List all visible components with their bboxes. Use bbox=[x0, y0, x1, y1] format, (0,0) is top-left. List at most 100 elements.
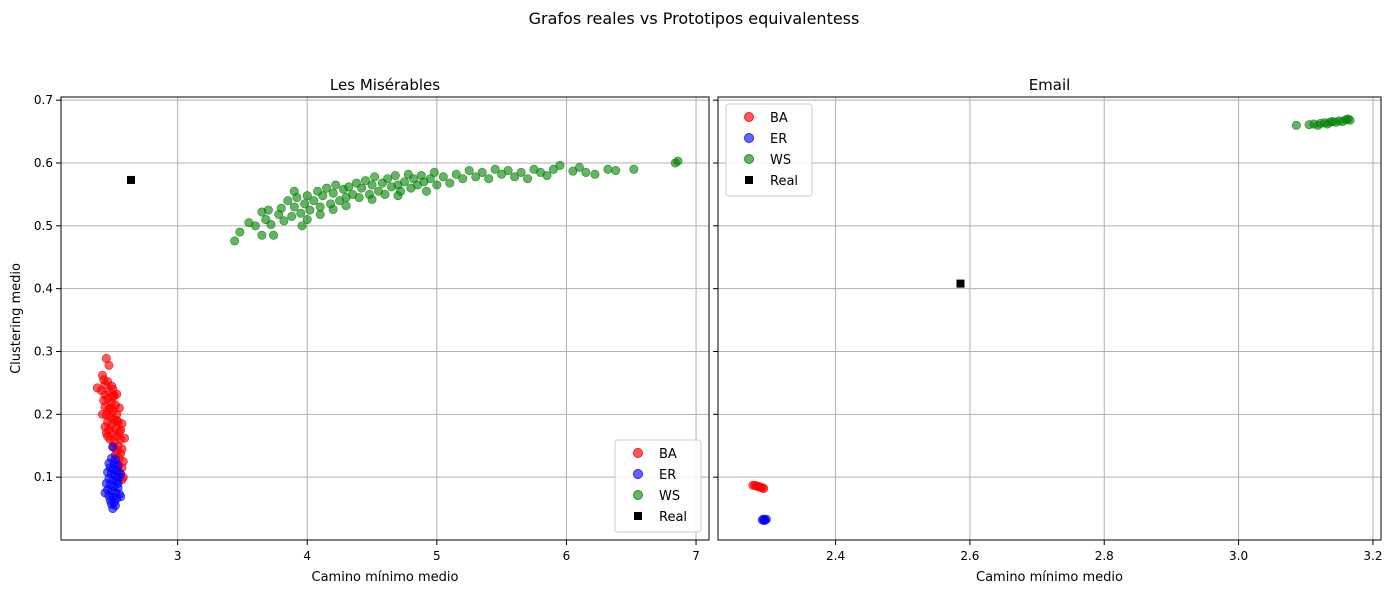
data-point bbox=[116, 469, 126, 479]
data-point bbox=[104, 360, 114, 370]
chart-title: Les Misérables bbox=[330, 76, 440, 94]
x-tick-label: 6 bbox=[563, 549, 571, 563]
legend-marker bbox=[633, 469, 643, 479]
x-axis-label: Camino mínimo medio bbox=[312, 570, 459, 585]
data-point bbox=[421, 186, 431, 196]
data-point bbox=[300, 199, 310, 209]
data-point bbox=[309, 196, 319, 206]
data-point bbox=[100, 422, 110, 432]
legend-marker bbox=[634, 512, 642, 520]
data-point bbox=[361, 176, 371, 186]
data-point bbox=[116, 425, 126, 435]
y-tick-label: 0.7 bbox=[34, 93, 53, 107]
x-tick-label: 2.6 bbox=[960, 549, 979, 563]
legend: BA ER WS Real bbox=[725, 103, 813, 197]
x-axis-label: Camino mínimo medio bbox=[976, 570, 1123, 585]
legend-box bbox=[614, 439, 702, 533]
data-point bbox=[302, 215, 312, 225]
legend-marker bbox=[744, 112, 754, 122]
y-tick-label: 0.6 bbox=[34, 156, 53, 170]
data-point bbox=[297, 221, 307, 231]
data-point bbox=[629, 164, 639, 174]
data-point bbox=[315, 202, 325, 212]
data-point bbox=[429, 167, 439, 177]
chart-les-miserables: 3 4 5 6 7 0.1 0.2 0.3 0.4 0.5 0.6 0.7 Les Misérables… bbox=[9, 76, 710, 585]
data-point bbox=[257, 230, 267, 240]
data-point bbox=[100, 488, 110, 498]
series-er bbox=[100, 442, 126, 514]
legend-marker bbox=[745, 176, 753, 184]
data-point bbox=[458, 174, 468, 184]
series-er bbox=[757, 514, 771, 526]
data-point bbox=[269, 230, 279, 240]
data-point bbox=[367, 180, 377, 190]
data-point bbox=[109, 390, 119, 400]
data-point bbox=[357, 183, 367, 193]
data-point bbox=[603, 164, 613, 174]
x-tick-label: 5 bbox=[433, 549, 441, 563]
y-tick-label: 0.4 bbox=[34, 282, 53, 296]
data-point bbox=[464, 166, 474, 176]
data-point bbox=[287, 211, 297, 221]
legend-label: WS bbox=[659, 489, 680, 504]
legend-box bbox=[725, 103, 813, 197]
data-point bbox=[120, 433, 130, 443]
data-point bbox=[302, 191, 312, 201]
data-point bbox=[113, 478, 123, 488]
data-point bbox=[328, 204, 338, 214]
x-tick-label: 3 bbox=[174, 549, 182, 563]
data-point bbox=[445, 178, 455, 188]
data-point bbox=[331, 180, 341, 190]
data-point bbox=[126, 175, 135, 184]
data-point bbox=[354, 193, 364, 203]
legend-label: Real bbox=[659, 510, 687, 525]
data-point bbox=[516, 167, 526, 177]
data-point bbox=[370, 172, 380, 182]
data-point bbox=[503, 166, 513, 176]
data-point bbox=[328, 188, 338, 198]
data-point bbox=[112, 416, 122, 426]
data-point bbox=[510, 172, 520, 182]
data-point bbox=[484, 174, 494, 184]
data-point bbox=[451, 169, 461, 179]
data-point bbox=[393, 191, 403, 201]
series-ba bbox=[748, 480, 769, 493]
data-point bbox=[754, 482, 764, 492]
x-tick-label: 4 bbox=[303, 549, 311, 563]
data-point bbox=[1345, 115, 1355, 125]
data-point bbox=[523, 174, 533, 184]
data-point bbox=[289, 202, 299, 212]
y-tick-label: 0.3 bbox=[34, 344, 53, 358]
data-point bbox=[107, 381, 117, 391]
data-point bbox=[380, 189, 390, 199]
data-point bbox=[108, 442, 118, 452]
plot-frame bbox=[717, 96, 1382, 541]
data-point bbox=[432, 180, 442, 190]
x-tick-label: 2.4 bbox=[826, 549, 845, 563]
data-point bbox=[477, 167, 487, 177]
data-point bbox=[250, 221, 260, 231]
data-point bbox=[230, 236, 240, 246]
series-ws bbox=[1291, 114, 1355, 130]
data-point bbox=[266, 220, 276, 230]
data-point bbox=[305, 205, 315, 215]
data-point bbox=[555, 160, 565, 170]
data-point bbox=[471, 172, 481, 182]
plot-frame bbox=[60, 96, 710, 541]
data-point bbox=[105, 403, 115, 413]
y-axis-label: Clustering medio bbox=[9, 263, 24, 374]
data-point bbox=[315, 210, 325, 220]
data-point bbox=[235, 227, 245, 237]
data-point bbox=[276, 203, 286, 213]
series-ws bbox=[230, 156, 683, 246]
legend-label: ER bbox=[770, 132, 787, 147]
x-tick-label: 7 bbox=[692, 549, 700, 563]
x-tick-label: 3.0 bbox=[1229, 549, 1248, 563]
data-point bbox=[383, 174, 393, 184]
series-real bbox=[126, 175, 135, 184]
data-point bbox=[1291, 120, 1301, 130]
legend-label: WS bbox=[770, 153, 791, 168]
data-point bbox=[438, 172, 448, 182]
data-point bbox=[116, 492, 126, 502]
